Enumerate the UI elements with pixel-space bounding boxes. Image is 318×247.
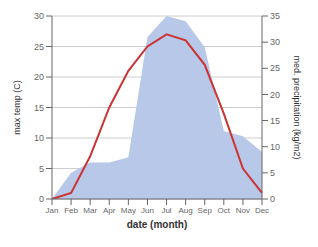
svg-text:30: 30 (270, 37, 280, 47)
svg-text:15: 15 (34, 103, 44, 113)
svg-text:med. precipitation (kg/m2): med. precipitation (kg/m2) (292, 55, 302, 159)
svg-text:Dec: Dec (255, 206, 269, 215)
svg-text:25: 25 (34, 42, 44, 52)
svg-text:0: 0 (270, 194, 275, 204)
svg-text:Mar: Mar (83, 206, 97, 215)
svg-text:Sep: Sep (198, 206, 213, 215)
svg-text:30: 30 (34, 11, 44, 21)
svg-text:Oct: Oct (218, 206, 231, 215)
svg-text:Jan: Jan (46, 206, 59, 215)
svg-text:15: 15 (270, 116, 280, 126)
svg-text:max temp (C): max temp (C) (12, 80, 22, 135)
svg-text:date (month): date (month) (127, 219, 188, 230)
svg-text:20: 20 (270, 90, 280, 100)
svg-text:35: 35 (270, 11, 280, 21)
svg-text:25: 25 (270, 63, 280, 73)
svg-text:Aug: Aug (179, 206, 193, 215)
svg-text:20: 20 (34, 72, 44, 82)
svg-text:Feb: Feb (64, 206, 78, 215)
svg-text:5: 5 (39, 164, 44, 174)
svg-text:Jul: Jul (161, 206, 171, 215)
svg-text:Apr: Apr (103, 206, 116, 215)
svg-text:Nov: Nov (236, 206, 250, 215)
svg-text:0: 0 (39, 194, 44, 204)
svg-text:10: 10 (34, 133, 44, 143)
svg-text:10: 10 (270, 142, 280, 152)
svg-text:5: 5 (270, 168, 275, 178)
svg-text:Jun: Jun (141, 206, 154, 215)
svg-text:May: May (121, 206, 136, 215)
